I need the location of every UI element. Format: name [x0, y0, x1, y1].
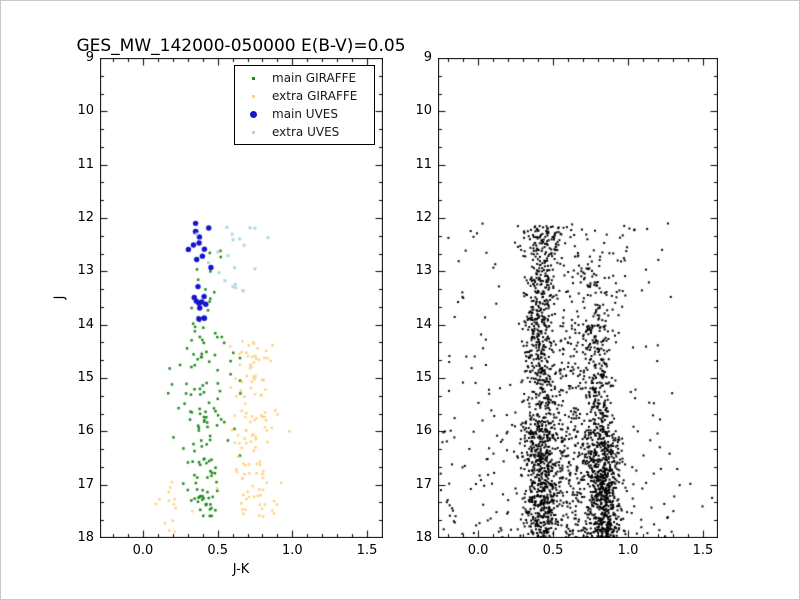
y-tick-label: 13 — [415, 263, 432, 279]
legend-label: main UVES — [272, 107, 338, 121]
x-tick-label: 1.5 — [692, 543, 714, 558]
x-tick-label: 0.5 — [207, 543, 229, 558]
y-tick-label: 15 — [415, 370, 432, 385]
y-tick-label: 18 — [77, 530, 94, 545]
legend-item-main-giraffe: main GIRAFFE — [235, 69, 374, 87]
y-tick-label: 16 — [77, 423, 94, 439]
legend-marker-box — [235, 76, 272, 80]
y-tick-label: 14 — [77, 316, 94, 332]
y-tick-label: 16 — [415, 423, 432, 439]
y-tick-label: 9 — [85, 50, 94, 65]
y-tick-label: 17 — [415, 476, 432, 492]
figure-title: GES_MW_142000-050000 E(B-V)=0.05 — [76, 36, 406, 56]
x-tick-label: 1.0 — [282, 543, 303, 558]
legend-item-main-uves: main UVES — [235, 105, 374, 123]
y-axis-label: J — [52, 295, 68, 300]
y-tick-label: 10 — [77, 103, 94, 119]
x-axis-label: J-K — [232, 562, 250, 577]
legend-marker-box — [235, 110, 272, 118]
y-tick-label: 11 — [77, 156, 94, 172]
y-tick-label: 18 — [415, 530, 432, 545]
x-tick-label: 0.5 — [542, 543, 564, 558]
legend-marker-box — [235, 130, 272, 134]
y-tick-label: 9 — [423, 50, 432, 65]
y-tick-label: 13 — [77, 263, 94, 279]
legend: main GIRAFFE extra GIRAFFE main UVES ext… — [234, 65, 375, 145]
legend-label: extra UVES — [272, 125, 340, 139]
y-tick-label: 14 — [415, 316, 432, 332]
main-uves-marker-icon — [250, 110, 257, 118]
y-tick-label: 10 — [415, 103, 432, 119]
legend-marker-box — [235, 94, 272, 98]
y-tick-label: 15 — [77, 370, 94, 385]
y-tick-label: 12 — [77, 210, 94, 225]
x-tick-label: 1.0 — [617, 543, 639, 558]
legend-item-extra-uves: extra UVES — [235, 123, 374, 141]
y-tick-label: 17 — [77, 476, 94, 492]
extra-giraffe-marker-icon — [252, 94, 255, 98]
x-tick-label: 0.0 — [467, 543, 489, 558]
extra-uves-marker-icon — [252, 130, 255, 134]
legend-label: extra GIRAFFE — [272, 89, 358, 103]
legend-label: main GIRAFFE — [272, 71, 357, 85]
x-tick-label: 1.5 — [356, 543, 378, 558]
legend-item-extra-giraffe: extra GIRAFFE — [235, 87, 374, 105]
y-tick-label: 11 — [415, 156, 432, 172]
photometry-plot-canvas — [438, 58, 718, 538]
main-giraffe-marker-icon — [252, 76, 255, 80]
x-tick-label: 0.0 — [132, 543, 154, 558]
y-tick-label: 12 — [415, 210, 432, 225]
